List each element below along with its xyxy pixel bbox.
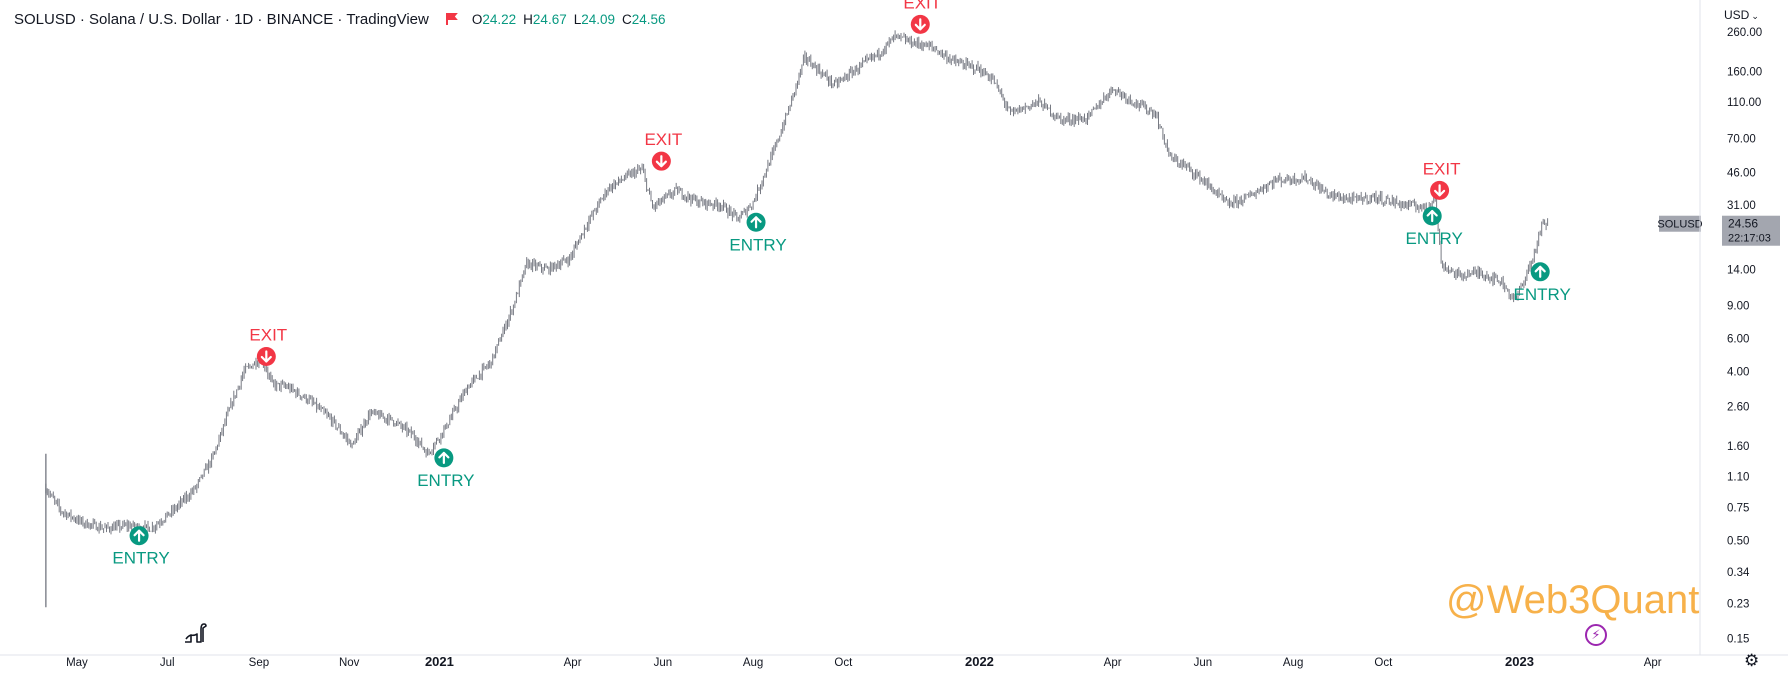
price-tick-label: 110.00 xyxy=(1727,97,1761,109)
price-tick-label: 0.75 xyxy=(1727,502,1749,514)
time-tick-label: 2021 xyxy=(425,654,454,669)
ohlc-low: L24.09 xyxy=(574,12,615,27)
time-tick-label: 2023 xyxy=(1505,654,1534,669)
price-tick-label: 6.00 xyxy=(1727,333,1749,345)
entry-signal[interactable]: ENTRY xyxy=(1406,206,1463,249)
price-tick-label: 160.00 xyxy=(1727,66,1762,78)
price-tick-label: 4.00 xyxy=(1727,366,1749,378)
entry-signal[interactable]: ENTRY xyxy=(1514,262,1571,304)
entry-label: ENTRY xyxy=(112,549,169,568)
lightning-icon[interactable]: ⚡ xyxy=(1585,624,1607,646)
price-tick-label: 0.15 xyxy=(1727,633,1749,645)
currency-selector[interactable]: USD ⌄ xyxy=(1724,8,1759,22)
price-tick-label: 0.23 xyxy=(1727,599,1749,611)
tradingview-dino-icon[interactable] xyxy=(182,620,208,646)
exit-signal[interactable]: EXIT xyxy=(903,0,941,34)
price-tick-label: 31.00 xyxy=(1727,200,1756,212)
signal-markers: ENTRY EXIT ENTRY EXIT ENTRY EXIT ENTRY EXIT ENTR… xyxy=(112,0,1570,568)
time-tick-label: Aug xyxy=(743,657,763,669)
symbol-title[interactable]: SOLUSD · Solana / U.S. Dollar · 1D · BIN… xyxy=(14,10,429,28)
price-tick-label: 0.34 xyxy=(1727,567,1750,579)
currency-label: USD xyxy=(1724,8,1750,22)
time-tick-label: Nov xyxy=(339,657,360,669)
price-tick-label: 0.50 xyxy=(1727,535,1749,547)
entry-signal[interactable]: ENTRY xyxy=(112,526,170,568)
ohlc-low-key: L xyxy=(573,11,582,27)
price-tick-label: 14.00 xyxy=(1727,264,1756,276)
last-price-label: SOLUSD 24.56 22:17:03 xyxy=(1657,215,1780,246)
time-tick-label: May xyxy=(66,657,88,669)
time-tick-label: Jun xyxy=(654,657,673,669)
ohlc-close: C24.56 xyxy=(622,12,666,27)
exit-label: EXIT xyxy=(903,0,941,12)
time-tick-label: 2022 xyxy=(965,654,994,669)
ohlc-open-value: 24.22 xyxy=(482,11,517,27)
entry-signal[interactable]: ENTRY xyxy=(729,212,787,255)
chart-header: SOLUSD · Solana / U.S. Dollar · 1D · BIN… xyxy=(14,9,673,29)
last-price-bg xyxy=(1722,215,1780,246)
time-tick-label: Apr xyxy=(1644,657,1662,669)
entry-label: ENTRY xyxy=(1406,229,1463,248)
time-tick-label: Aug xyxy=(1283,657,1303,669)
ohlc-high-key: H xyxy=(523,11,533,27)
entry-label: ENTRY xyxy=(417,471,474,490)
time-axis[interactable]: May Jul Sep Nov 2021 Apr Jun Aug Oct 2022 Apr Jun Au… xyxy=(66,654,1662,669)
price-tick-label: 1.10 xyxy=(1727,471,1749,483)
flag-icon[interactable] xyxy=(445,13,458,25)
price-tick-label: 2.60 xyxy=(1727,401,1749,413)
time-tick-label: Oct xyxy=(1374,657,1393,669)
time-tick-label: Apr xyxy=(1104,657,1122,669)
price-tick-label: 260.00 xyxy=(1727,27,1762,39)
price-tick-label: 9.00 xyxy=(1727,300,1749,312)
last-price-value: 24.56 xyxy=(1728,217,1758,231)
exit-label: EXIT xyxy=(1423,159,1461,178)
ohlc-low-value: 24.09 xyxy=(581,11,616,27)
bar-countdown: 22:17:03 xyxy=(1728,233,1771,245)
ohlc-close-key: C xyxy=(622,11,632,27)
time-tick-label: Jun xyxy=(1194,657,1213,669)
price-axis[interactable]: 260.00 160.00 110.00 70.00 46.00 31.00 14.00 9.… xyxy=(1727,27,1762,646)
time-tick-label: Sep xyxy=(249,657,269,669)
gear-icon[interactable]: ⚙ xyxy=(1744,651,1760,670)
exit-signal[interactable]: EXIT xyxy=(644,130,682,171)
exit-signal[interactable]: EXIT xyxy=(1423,159,1461,200)
ohlc-high: H24.67 xyxy=(523,12,567,27)
time-tick-label: Apr xyxy=(564,657,582,669)
entry-signal[interactable]: ENTRY xyxy=(417,448,475,490)
exit-label: EXIT xyxy=(249,325,287,344)
price-tick-label: 1.60 xyxy=(1727,441,1749,453)
exit-label: EXIT xyxy=(644,130,682,149)
ohlc-open: O24.22 xyxy=(472,12,516,27)
price-tick-label: 70.00 xyxy=(1727,134,1756,146)
symbol-tag: SOLUSD xyxy=(1657,219,1702,231)
chevron-down-icon: ⌄ xyxy=(1751,11,1759,21)
price-tick-label: 46.00 xyxy=(1727,168,1756,180)
ohlc-close-value: 24.56 xyxy=(631,11,666,27)
ohlc-high-value: 24.67 xyxy=(532,11,567,27)
entry-label: ENTRY xyxy=(729,235,786,254)
entry-label: ENTRY xyxy=(1514,285,1571,304)
time-tick-label: Jul xyxy=(160,657,175,669)
time-tick-label: Oct xyxy=(834,657,853,669)
candle-series xyxy=(45,30,1549,608)
ohlc-open-key: O xyxy=(471,11,483,27)
exit-signal[interactable]: EXIT xyxy=(249,325,287,366)
watermark: @Web3Quant xyxy=(1446,578,1700,622)
symbol-tag-bg xyxy=(1659,215,1701,232)
